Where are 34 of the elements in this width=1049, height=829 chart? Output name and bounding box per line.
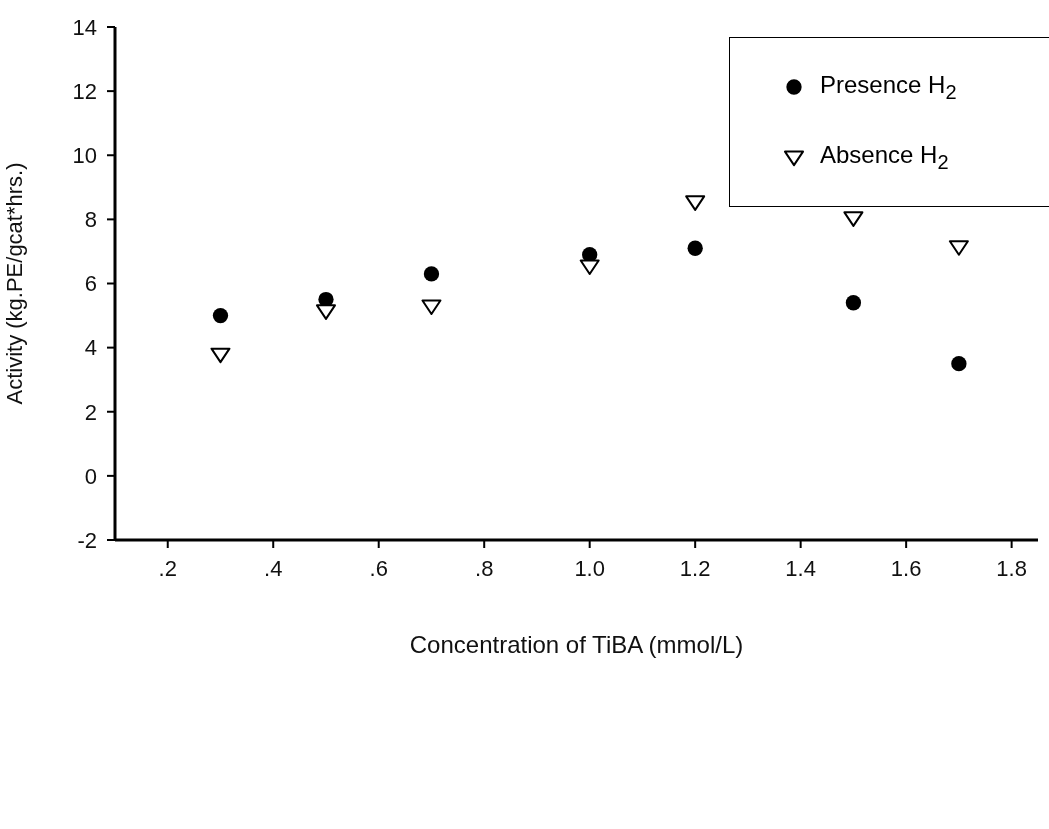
x-tick-label: .6	[369, 555, 388, 581]
x-tick-label: 1.2	[679, 555, 711, 581]
x-axis-title: Concentration of TiBA (mmol/L)	[409, 631, 744, 658]
point	[210, 347, 231, 364]
point	[579, 259, 600, 275]
x-tick-label: 1.4	[785, 555, 816, 581]
x-tick-label: .8	[475, 555, 494, 581]
y-axis-title: Activity (kg.PE/gcat*hrs.)	[1, 162, 27, 405]
point	[951, 356, 967, 372]
y-tick-label: 14	[72, 14, 97, 40]
point	[843, 211, 864, 227]
point	[948, 240, 969, 256]
x-tick-label: .4	[264, 555, 283, 581]
y-tick-label: 0	[84, 463, 97, 489]
x-tick-label: 1.0	[574, 555, 605, 581]
point	[687, 240, 703, 256]
x-tick-label: 1.6	[890, 555, 922, 581]
y-tick-label: 4	[84, 335, 97, 361]
y-tick-label: 6	[84, 271, 97, 297]
y-tick-label: -2	[77, 527, 97, 553]
point	[845, 295, 862, 311]
legend-label: Presence H$_{2}$	[820, 70, 957, 104]
y-tick-label: 12	[72, 78, 97, 104]
legend-label: Absence H$_{2}$	[820, 140, 949, 174]
point	[212, 307, 229, 324]
x-tick-label: 1.8	[996, 555, 1027, 581]
point	[423, 266, 440, 282]
y-tick-label: 2	[84, 399, 97, 425]
y-tick-label: 8	[84, 207, 97, 233]
point	[421, 299, 442, 316]
point	[685, 195, 706, 211]
x-tick-label: .2	[158, 555, 177, 581]
point	[315, 304, 336, 320]
y-tick-label: 10	[72, 143, 97, 169]
